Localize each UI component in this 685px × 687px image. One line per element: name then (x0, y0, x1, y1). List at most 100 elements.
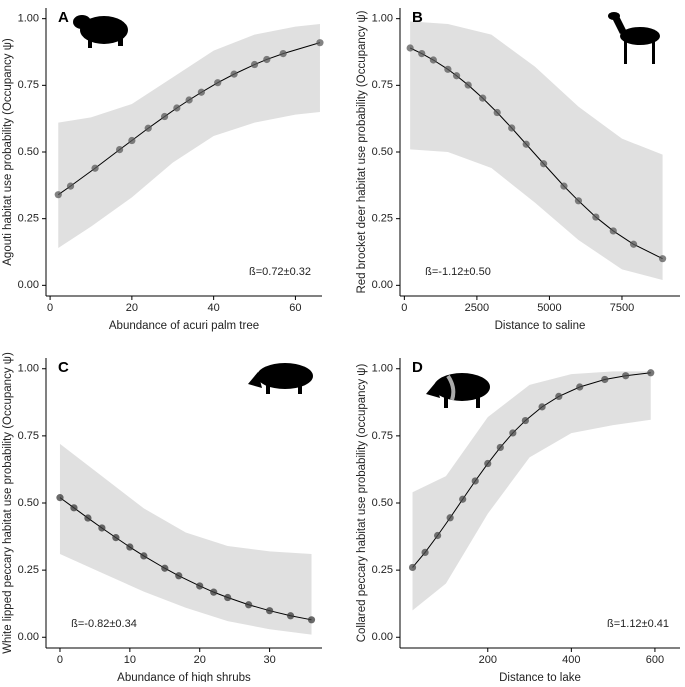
confidence-band (410, 21, 663, 280)
point (98, 524, 106, 532)
x-axis-title: Abundance of acuri palm tree (109, 320, 259, 332)
point (230, 70, 238, 78)
y-tick-label: 0.25 (372, 213, 393, 225)
x-tick-label: 20 (126, 302, 138, 314)
point (429, 56, 437, 64)
y-tick-label: 0.25 (18, 564, 39, 576)
white-lipped-peccary-icon (248, 363, 313, 394)
x-tick-label: 0 (57, 654, 63, 666)
x-axis-title: Distance to lake (499, 672, 581, 682)
point (601, 375, 609, 384)
deer-icon (608, 12, 660, 64)
point (286, 612, 295, 620)
y-tick-label: 0.50 (372, 146, 393, 158)
point (197, 88, 205, 96)
point (160, 112, 169, 121)
point (263, 55, 271, 64)
point (54, 191, 62, 199)
y-tick-label: 0.00 (372, 631, 393, 643)
fit-line (57, 42, 321, 196)
y-tick-label: 0.50 (372, 497, 393, 509)
point (576, 383, 584, 391)
point (265, 607, 274, 615)
confidence-band (59, 443, 312, 635)
panel-label: A (58, 9, 69, 26)
point (622, 372, 630, 380)
panel: 0.00 0.25 0.50 0.75 1.00 200 400 600 D Distance t… (356, 358, 680, 684)
x-axis-title: Distance to saline (495, 320, 586, 332)
point (574, 197, 583, 205)
point (555, 392, 563, 400)
panel: 0.00 0.25 0.50 0.75 1.00 0 2500 5000 7500 B Distan… (356, 8, 680, 332)
annotation: ß=1.12±0.41 (607, 618, 669, 630)
point (56, 494, 64, 502)
fit-line (59, 497, 312, 621)
panel-label: B (412, 9, 423, 26)
point (210, 588, 218, 596)
agouti-icon (73, 15, 128, 48)
y-tick-label: 0.75 (18, 79, 39, 91)
y-tick-label: 0.75 (372, 79, 393, 91)
point (173, 104, 181, 112)
y-tick-label: 0.25 (18, 213, 39, 225)
y-tick-label: 0.00 (18, 631, 39, 643)
point (214, 79, 222, 87)
point (434, 531, 442, 540)
point (521, 416, 529, 425)
y-tick-label: 0.00 (18, 279, 39, 291)
y-tick-label: 0.75 (18, 430, 39, 442)
point (421, 548, 429, 557)
point (316, 39, 324, 47)
y-tick-label: 0.75 (372, 430, 393, 442)
x-tick-label: 30 (263, 654, 275, 666)
point (408, 563, 417, 572)
point (538, 403, 546, 411)
confidence-band (58, 24, 320, 248)
point (609, 227, 617, 235)
point (464, 81, 472, 89)
point (175, 572, 183, 580)
point (658, 255, 667, 263)
point (484, 459, 492, 468)
x-tick-label: 7500 (610, 302, 634, 314)
x-tick-label: 600 (646, 654, 664, 666)
y-axis-title: Agouti habitat use probability (Occupanc… (2, 38, 14, 266)
y-axis-title: Collared peccary habitat use probability… (356, 364, 368, 643)
point (307, 616, 316, 624)
point (418, 50, 426, 58)
panel: 0.00 0.25 0.50 0.75 1.00 0 10 20 30 C Abundance of… (2, 352, 322, 684)
point (66, 182, 75, 190)
collared-peccary-icon (426, 373, 490, 408)
point (70, 504, 78, 512)
point (116, 146, 124, 154)
point (471, 477, 479, 485)
point (112, 534, 120, 542)
annotation: ß=-0.82±0.34 (71, 618, 137, 630)
point (245, 601, 253, 609)
panel: 0.00 0.25 0.50 0.75 1.00 0 20 40 60 A Abundance of… (2, 8, 324, 332)
y-tick-label: 0.00 (372, 279, 393, 291)
point (91, 164, 99, 172)
point (250, 60, 259, 69)
point (196, 582, 204, 590)
point (84, 514, 92, 522)
point (224, 593, 232, 602)
y-tick-label: 1.00 (18, 13, 39, 25)
y-tick-label: 1.00 (372, 13, 393, 25)
point (128, 136, 136, 145)
point (161, 564, 169, 572)
y-tick-label: 0.50 (18, 146, 39, 158)
point (185, 96, 193, 104)
x-tick-label: 5000 (537, 302, 561, 314)
point (508, 124, 516, 132)
x-tick-label: 0 (47, 302, 53, 314)
point (444, 65, 452, 73)
point (522, 140, 530, 148)
confidence-band (412, 371, 651, 611)
y-axis-title: Red brocket deer habitat use probability… (356, 10, 368, 293)
x-tick-label: 20 (194, 654, 206, 666)
panel-label: C (58, 359, 69, 376)
point (496, 443, 504, 452)
y-tick-label: 0.50 (18, 497, 39, 509)
